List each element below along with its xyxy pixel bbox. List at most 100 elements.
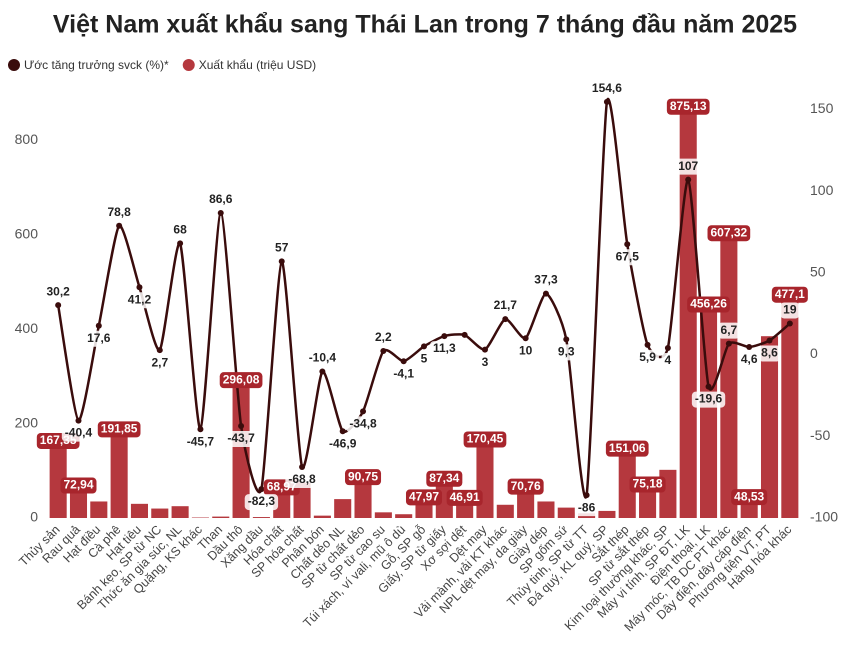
legend-swatch: [182, 59, 195, 71]
value-label-text: -4,1: [393, 366, 414, 380]
value-label-bg: [124, 292, 155, 309]
value-label-bg: [515, 343, 536, 360]
value-label-text: 90,75: [348, 469, 378, 483]
value-label-bg: [170, 222, 190, 239]
value-label: 41,2: [124, 292, 155, 309]
line-point: [136, 284, 143, 291]
value-label-text: 10: [519, 343, 533, 357]
value-label-bg: [43, 284, 73, 301]
value-label-text: 191,85: [101, 422, 138, 436]
bar: [232, 378, 250, 518]
bar: [435, 476, 453, 518]
line-point: [624, 241, 631, 248]
value-label-text: -68,8: [288, 472, 316, 486]
value-label-text: 151,06: [609, 441, 646, 455]
value-label-bg: [605, 440, 649, 457]
value-label-bg: [629, 476, 666, 493]
value-label-text: 17,6: [87, 331, 111, 345]
line-point: [644, 341, 651, 348]
value-label-text: 875,13: [670, 99, 707, 113]
line-point: [705, 383, 712, 390]
y-tick-label: 400: [15, 320, 39, 336]
line-point: [299, 464, 306, 470]
line-point: [55, 302, 62, 309]
value-label: 72,94: [60, 477, 97, 494]
value-label-text: 68: [173, 223, 187, 237]
value-label-bg: [490, 298, 520, 315]
value-label-bg: [429, 341, 459, 358]
line-point: [766, 337, 773, 344]
value-label: -10,4: [305, 350, 340, 367]
value-label: 17,6: [84, 330, 114, 347]
value-label: 68: [170, 222, 190, 239]
value-label-text: 46,91: [450, 490, 480, 504]
value-label-text: -86: [578, 500, 596, 514]
line-point: [339, 428, 346, 435]
value-label-bg: [507, 478, 544, 495]
value-label-text: 9,3: [558, 345, 575, 359]
y2-tick-label: -50: [810, 427, 830, 443]
value-label-bg: [707, 225, 751, 242]
value-label: 10: [515, 343, 536, 360]
value-label: 456,26: [687, 296, 730, 313]
value-label: 78,8: [104, 204, 134, 221]
value-label: 4: [661, 353, 675, 369]
bar: [760, 336, 779, 518]
value-label: 19: [780, 302, 800, 319]
bar: [49, 438, 67, 518]
value-label: 151,06: [605, 440, 649, 457]
legend: Ước tăng trưởng svck (%)* Xuất khẩu (triệ…: [8, 58, 316, 72]
value-label: 4,6: [737, 352, 761, 369]
value-label-bg: [717, 322, 741, 339]
bar: [374, 512, 392, 518]
value-label-bg: [771, 286, 808, 303]
value-label: 87,34: [426, 470, 463, 487]
line-point: [95, 322, 102, 329]
value-label-text: 72,94: [63, 478, 93, 492]
value-label: 70,76: [507, 478, 544, 495]
value-label: 47,97: [405, 489, 443, 506]
bar: [720, 231, 738, 518]
line-point: [502, 316, 509, 323]
value-label-text: 11,3: [433, 341, 456, 355]
y-tick-label: 800: [15, 131, 39, 147]
line-point: [685, 176, 692, 183]
value-label: 477,1: [771, 286, 808, 303]
value-label: 67,5: [612, 249, 642, 266]
line-point: [177, 240, 184, 247]
value-label-text: -46,9: [329, 436, 357, 450]
value-label-text: 87,34: [429, 471, 459, 485]
value-label-bg: [346, 416, 380, 433]
value-label-text: 456,26: [690, 297, 727, 311]
line-point: [441, 333, 448, 340]
y2-tick-label: 50: [810, 264, 826, 280]
line-point: [238, 422, 245, 429]
value-label: -34,8: [346, 416, 380, 433]
value-label-bg: [219, 372, 263, 389]
line-point: [522, 335, 529, 342]
value-label: 875,13: [666, 98, 710, 115]
value-label-bg: [148, 355, 172, 372]
value-label: -86: [574, 500, 599, 517]
value-label-text: 75,18: [633, 477, 663, 491]
value-label: -19,6: [691, 391, 726, 408]
line-point: [258, 486, 265, 493]
line-point: [75, 417, 82, 424]
value-label-bg: [531, 272, 561, 289]
value-label-text: 8,6: [761, 346, 778, 360]
value-label: 86,6: [206, 191, 236, 208]
y2-tick-label: 150: [810, 100, 834, 116]
value-label-text: 30,2: [46, 284, 70, 298]
value-label-text: 107: [678, 159, 698, 173]
bar: [313, 515, 331, 518]
line-point: [319, 368, 326, 375]
line-point: [461, 331, 468, 338]
value-label-text: 37,3: [534, 273, 558, 287]
value-label: 170,45: [463, 431, 507, 448]
value-label-text: -19,6: [695, 392, 723, 406]
y-tick-label: 0: [30, 509, 38, 525]
value-label-bg: [737, 352, 761, 369]
bar: [334, 499, 352, 518]
value-label-text: 6,7: [721, 323, 738, 337]
